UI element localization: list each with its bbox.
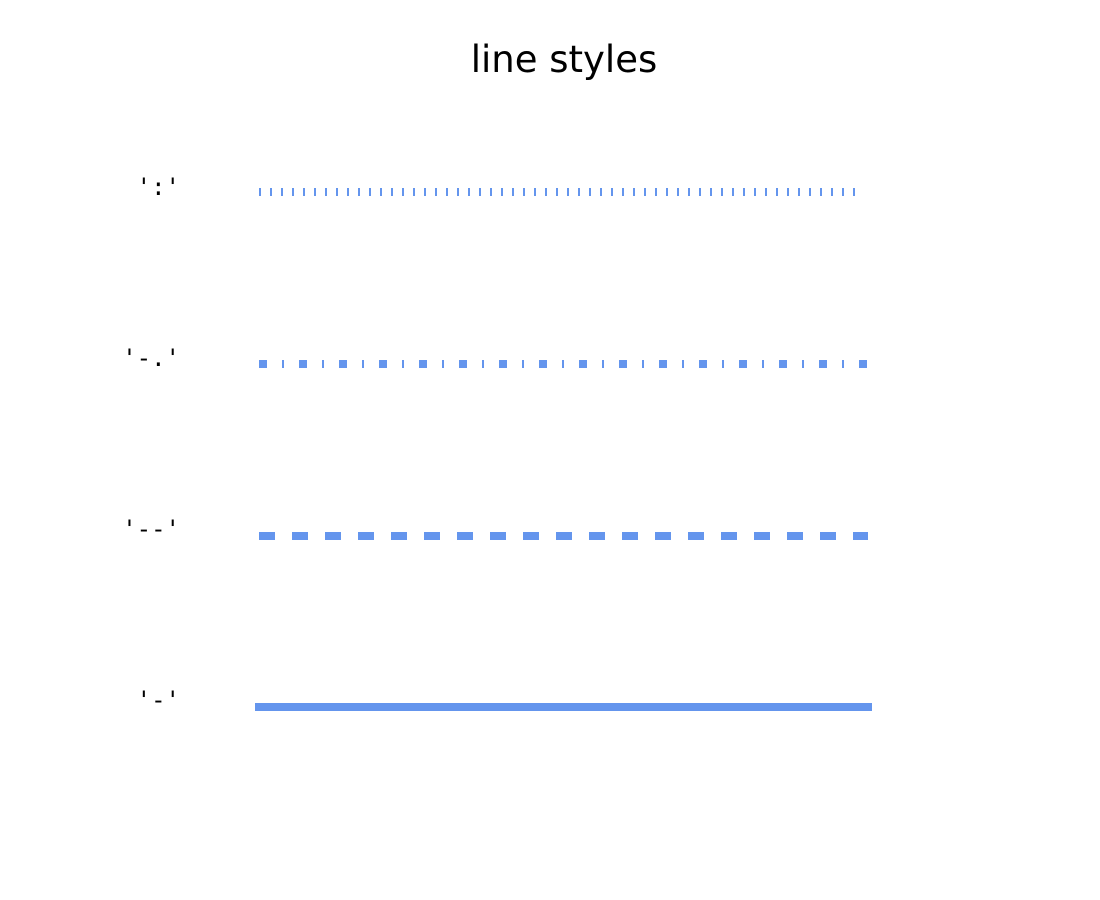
linestyle-label-dotted: ':' <box>136 173 180 201</box>
linestyle-label-dashdot: '-.' <box>122 344 180 372</box>
linestyle-label-solid: '-' <box>136 686 180 714</box>
linestyle-label-dashed: '--' <box>122 515 180 543</box>
figure-title: line styles <box>470 38 658 81</box>
